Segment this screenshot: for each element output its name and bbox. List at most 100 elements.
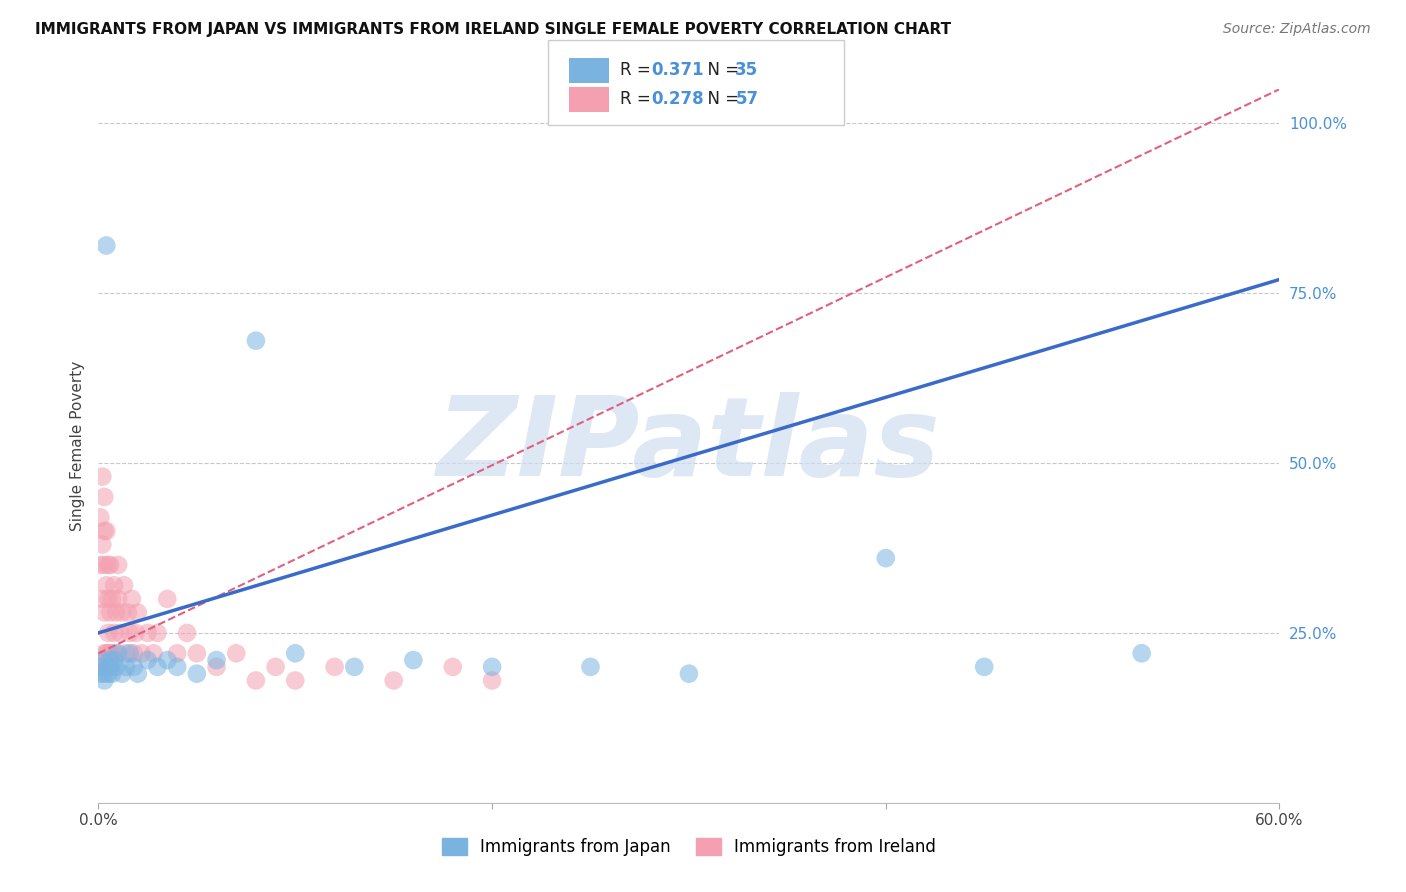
Point — [101, 646, 124, 660]
Text: 35: 35 — [735, 62, 758, 79]
Point — [122, 646, 145, 660]
Point — [97, 558, 120, 572]
Point — [93, 646, 115, 660]
Point — [122, 660, 145, 674]
Point — [127, 666, 149, 681]
Point — [103, 578, 125, 592]
Point — [108, 626, 131, 640]
Point — [107, 591, 129, 606]
Point — [176, 626, 198, 640]
Point — [96, 524, 118, 538]
Point — [93, 673, 115, 688]
Point — [111, 606, 134, 620]
Point — [205, 653, 228, 667]
Point — [93, 606, 115, 620]
Point — [89, 660, 111, 674]
Point — [166, 646, 188, 660]
Point — [875, 551, 897, 566]
Point — [156, 653, 179, 667]
Legend: Immigrants from Japan, Immigrants from Ireland: Immigrants from Japan, Immigrants from I… — [432, 828, 946, 866]
Point — [117, 606, 139, 620]
Point — [91, 469, 114, 483]
Point — [93, 524, 115, 538]
Point — [382, 673, 405, 688]
Point — [98, 558, 121, 572]
Point — [96, 578, 118, 592]
Point — [186, 666, 208, 681]
Point — [1130, 646, 1153, 660]
Point — [118, 626, 141, 640]
Point — [323, 660, 346, 674]
Text: R =: R = — [620, 62, 657, 79]
Point — [96, 238, 118, 252]
Point — [284, 646, 307, 660]
Point — [481, 673, 503, 688]
Text: 0.278: 0.278 — [651, 90, 703, 108]
Point — [89, 510, 111, 524]
Point — [245, 334, 267, 348]
Point — [481, 660, 503, 674]
Point — [91, 537, 114, 551]
Point — [115, 660, 138, 674]
Point — [115, 646, 138, 660]
Point — [105, 646, 128, 660]
Text: IMMIGRANTS FROM JAPAN VS IMMIGRANTS FROM IRELAND SINGLE FEMALE POVERTY CORRELATI: IMMIGRANTS FROM JAPAN VS IMMIGRANTS FROM… — [35, 22, 952, 37]
Point — [136, 653, 159, 667]
Point — [96, 646, 118, 660]
Text: ZIPatlas: ZIPatlas — [437, 392, 941, 500]
Point — [441, 660, 464, 674]
Point — [284, 673, 307, 688]
Point — [136, 626, 159, 640]
Y-axis label: Single Female Poverty: Single Female Poverty — [69, 361, 84, 531]
Point — [103, 653, 125, 667]
Point — [97, 646, 120, 660]
Point — [118, 646, 141, 660]
Point — [579, 660, 602, 674]
Point — [103, 626, 125, 640]
Point — [402, 653, 425, 667]
Point — [125, 626, 148, 640]
Point — [146, 660, 169, 674]
Text: N =: N = — [697, 90, 745, 108]
Point — [121, 591, 143, 606]
Point — [225, 646, 247, 660]
Point — [93, 558, 115, 572]
Point — [89, 660, 111, 674]
Point — [343, 660, 366, 674]
Point — [107, 558, 129, 572]
Point — [93, 666, 115, 681]
Text: N =: N = — [697, 62, 745, 79]
Point — [101, 591, 124, 606]
Text: 0.371: 0.371 — [651, 62, 703, 79]
Point — [97, 591, 120, 606]
Point — [98, 646, 121, 660]
Point — [127, 606, 149, 620]
Point — [89, 666, 111, 681]
Text: Source: ZipAtlas.com: Source: ZipAtlas.com — [1223, 22, 1371, 37]
Point — [91, 591, 114, 606]
Point — [111, 666, 134, 681]
Point — [146, 626, 169, 640]
Point — [107, 646, 129, 660]
Point — [91, 660, 114, 674]
Point — [98, 653, 121, 667]
Point — [98, 606, 121, 620]
Point — [142, 646, 165, 660]
Point — [156, 591, 179, 606]
Point — [97, 660, 120, 674]
Point — [264, 660, 287, 674]
Point — [101, 666, 124, 681]
Point — [97, 626, 120, 640]
Point — [89, 558, 111, 572]
Point — [98, 660, 121, 674]
Point — [105, 606, 128, 620]
Point — [91, 653, 114, 667]
Point — [93, 490, 115, 504]
Point — [166, 660, 188, 674]
Point — [105, 660, 128, 674]
Point — [112, 578, 135, 592]
Point — [678, 666, 700, 681]
Text: R =: R = — [620, 90, 657, 108]
Point — [186, 646, 208, 660]
Text: 57: 57 — [735, 90, 758, 108]
